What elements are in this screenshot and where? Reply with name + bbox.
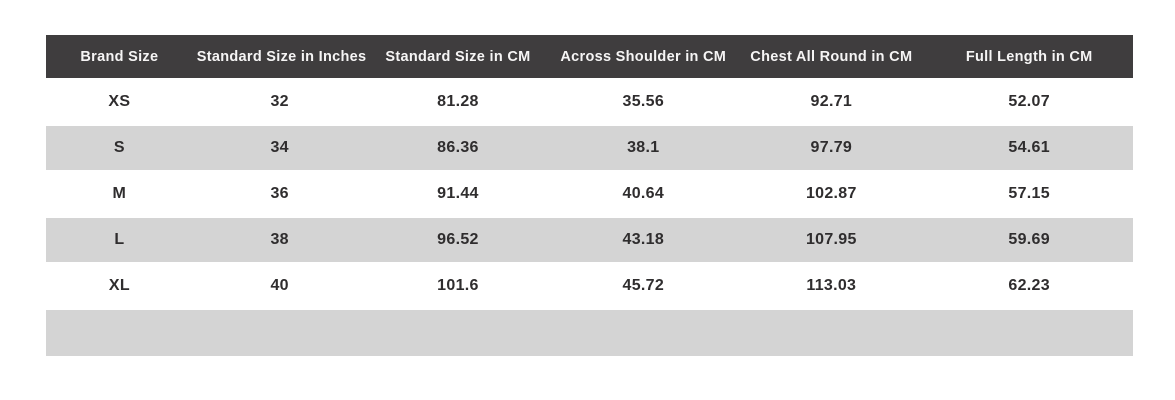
full-length-cm-cell: 54.61 xyxy=(925,126,1133,170)
col-header-chest-all-round-cm: Chest All Round in CM xyxy=(737,35,926,78)
size-chart-container: Brand Size Standard Size in Inches Stand… xyxy=(46,33,1133,358)
col-header-full-length-cm: Full Length in CM xyxy=(925,35,1133,78)
full-length-cm-cell: 62.23 xyxy=(925,264,1133,308)
standard-size-inches-cell: 38 xyxy=(192,218,367,262)
col-header-brand-size: Brand Size xyxy=(46,35,193,78)
standard-size-inches-cell xyxy=(192,310,367,356)
standard-size-cm-cell xyxy=(366,310,550,356)
table-row-xl: XL 40 101.6 45.72 113.03 62.23 xyxy=(46,264,1133,308)
chest-all-round-cm-cell: 97.79 xyxy=(737,126,926,170)
standard-size-inches-cell: 40 xyxy=(192,264,367,308)
across-shoulder-cm-cell: 40.64 xyxy=(549,172,738,216)
full-length-cm-cell: 52.07 xyxy=(925,80,1133,124)
standard-size-cm-cell: 96.52 xyxy=(366,218,550,262)
chest-all-round-cm-cell: 107.95 xyxy=(737,218,926,262)
standard-size-inches-cell: 34 xyxy=(192,126,367,170)
table-row-l: L 38 96.52 43.18 107.95 59.69 xyxy=(46,218,1133,262)
table-row-m: M 36 91.44 40.64 102.87 57.15 xyxy=(46,172,1133,216)
brand-size-cell: M xyxy=(46,172,193,216)
chest-all-round-cm-cell: 92.71 xyxy=(737,80,926,124)
across-shoulder-cm-cell: 45.72 xyxy=(549,264,738,308)
full-length-cm-cell: 59.69 xyxy=(925,218,1133,262)
col-header-standard-size-cm: Standard Size in CM xyxy=(366,35,550,78)
full-length-cm-cell xyxy=(925,310,1133,356)
brand-size-cell: S xyxy=(46,126,193,170)
size-chart-table: Brand Size Standard Size in Inches Stand… xyxy=(46,33,1133,358)
table-row-xs: XS 32 81.28 35.56 92.71 52.07 xyxy=(46,80,1133,124)
chest-all-round-cm-cell: 113.03 xyxy=(737,264,926,308)
col-header-across-shoulder-cm: Across Shoulder in CM xyxy=(549,35,738,78)
brand-size-cell xyxy=(46,310,193,356)
standard-size-cm-cell: 101.6 xyxy=(366,264,550,308)
standard-size-cm-cell: 86.36 xyxy=(366,126,550,170)
chest-all-round-cm-cell: 102.87 xyxy=(737,172,926,216)
table-row-empty xyxy=(46,310,1133,356)
brand-size-cell: XL xyxy=(46,264,193,308)
table-header-row: Brand Size Standard Size in Inches Stand… xyxy=(46,35,1133,78)
full-length-cm-cell: 57.15 xyxy=(925,172,1133,216)
standard-size-inches-cell: 36 xyxy=(192,172,367,216)
brand-size-cell: XS xyxy=(46,80,193,124)
standard-size-cm-cell: 91.44 xyxy=(366,172,550,216)
across-shoulder-cm-cell xyxy=(549,310,738,356)
brand-size-cell: L xyxy=(46,218,193,262)
across-shoulder-cm-cell: 38.1 xyxy=(549,126,738,170)
chest-all-round-cm-cell xyxy=(737,310,926,356)
across-shoulder-cm-cell: 35.56 xyxy=(549,80,738,124)
col-header-standard-size-inches: Standard Size in Inches xyxy=(192,35,367,78)
table-row-s: S 34 86.36 38.1 97.79 54.61 xyxy=(46,126,1133,170)
across-shoulder-cm-cell: 43.18 xyxy=(549,218,738,262)
standard-size-inches-cell: 32 xyxy=(192,80,367,124)
standard-size-cm-cell: 81.28 xyxy=(366,80,550,124)
